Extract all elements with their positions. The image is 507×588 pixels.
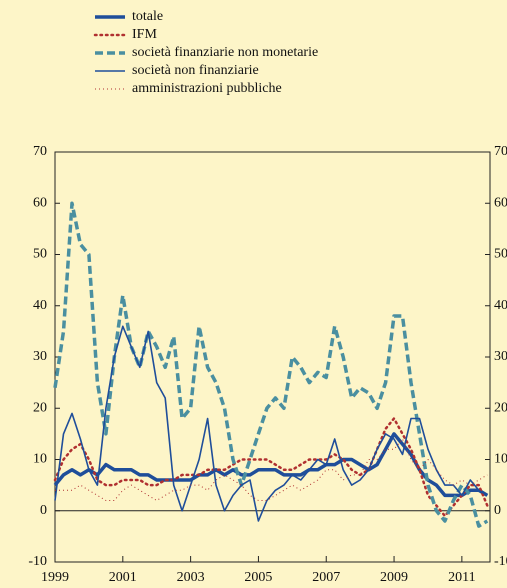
y2-tick-label: 70: [494, 144, 507, 159]
x-tick-label: 2011: [448, 570, 475, 585]
y2-tick-label: -10: [494, 554, 507, 569]
x-tick-label: 2009: [380, 570, 408, 585]
x-tick-label: 1999: [41, 570, 69, 585]
series-line: [55, 438, 488, 501]
y2-tick-label: 30: [494, 349, 507, 364]
x-tick-label: 2001: [109, 570, 137, 585]
series-line: [53, 417, 489, 518]
y2-tick-label: 50: [494, 247, 507, 262]
y2-tick-label: 10: [494, 452, 507, 467]
legend-label: società finanziarie non monetarie: [132, 45, 318, 60]
series-line: [53, 201, 489, 528]
legend-label: società non finanziarie: [132, 63, 259, 78]
y-tick-label: 30: [33, 349, 47, 364]
y-tick-label: 10: [33, 452, 47, 467]
y-tick-label: 40: [33, 298, 47, 313]
y-tick-label: 0: [40, 503, 47, 518]
legend-label: totale: [132, 9, 163, 24]
series-line: [54, 325, 488, 522]
x-tick-label: 2003: [177, 570, 205, 585]
y2-tick-label: 40: [494, 298, 507, 313]
y-tick-label: 60: [33, 195, 47, 210]
x-tick-label: 2005: [244, 570, 272, 585]
legend-label: IFM: [132, 27, 157, 42]
y-tick-label: -10: [28, 554, 47, 569]
x-tick-label: 2007: [312, 570, 340, 585]
y2-tick-label: 0: [494, 503, 501, 518]
y-tick-label: 20: [33, 400, 47, 415]
y2-tick-label: 60: [494, 195, 507, 210]
y-tick-label: 50: [33, 247, 47, 262]
legend-label: amministrazioni pubbliche: [132, 81, 282, 96]
plot-frame: [54, 151, 491, 563]
y2-tick-label: 20: [494, 400, 507, 415]
y-tick-label: 70: [33, 144, 47, 159]
